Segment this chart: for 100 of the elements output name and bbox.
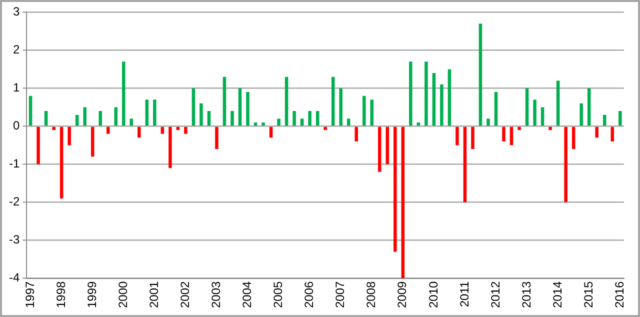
- y-tick-label: 1: [12, 80, 20, 95]
- bar: [610, 126, 614, 142]
- x-tick-label: 2004: [240, 280, 254, 308]
- bar: [75, 114, 79, 126]
- bar: [277, 118, 280, 126]
- bar: [471, 126, 474, 150]
- bar: [556, 80, 560, 126]
- bar: [316, 111, 320, 126]
- bar: [207, 111, 211, 126]
- bar: [331, 76, 335, 126]
- y-tick-label: 0: [12, 118, 20, 133]
- bar: [238, 88, 242, 126]
- bar: [386, 126, 390, 164]
- bar: [28, 96, 32, 126]
- bar: [533, 100, 536, 126]
- bar: [378, 126, 382, 172]
- bar: [262, 122, 265, 126]
- bar: [370, 100, 374, 126]
- bar: [525, 88, 529, 126]
- bar: [618, 111, 622, 126]
- bar: [494, 92, 498, 126]
- bar: [122, 62, 126, 126]
- bar: [98, 111, 102, 126]
- bar: [602, 114, 606, 126]
- bar: [246, 92, 250, 126]
- bar: [432, 73, 436, 126]
- bar: [440, 84, 444, 126]
- bar: [409, 62, 412, 126]
- x-tick-label: 2007: [333, 280, 348, 308]
- bar: [153, 100, 156, 126]
- bar: [587, 88, 591, 126]
- bar: [168, 126, 172, 168]
- bar: [36, 126, 40, 164]
- bar: [130, 118, 134, 126]
- bar: [502, 126, 506, 142]
- bar: [346, 118, 350, 126]
- bar: [269, 126, 273, 138]
- bar: [401, 126, 405, 278]
- bar: [548, 126, 552, 130]
- y-tick-label: -4: [9, 270, 20, 285]
- bar: [486, 118, 490, 126]
- bar: [308, 111, 312, 126]
- x-tick-label: 1999: [84, 280, 99, 308]
- y-tick-label: -1: [9, 156, 20, 171]
- x-tick-label: 1998: [54, 280, 68, 308]
- x-tick-label: 2002: [178, 280, 192, 308]
- x-tick-label: 2013: [519, 280, 534, 308]
- bar: [572, 126, 576, 150]
- x-tick-label: 2008: [364, 280, 378, 308]
- y-tick-label: 3: [12, 4, 20, 19]
- bar: [184, 126, 188, 134]
- bar: [518, 126, 521, 130]
- y-tick-label: 2: [12, 42, 20, 57]
- x-tick-label: 2012: [488, 280, 502, 308]
- bar: [90, 126, 94, 157]
- bar: [448, 69, 452, 126]
- bar: [222, 76, 226, 126]
- bar: [68, 126, 71, 146]
- bar: [540, 107, 544, 126]
- bar: [463, 126, 467, 202]
- bar: [60, 126, 64, 198]
- bar: [324, 126, 327, 130]
- bar: [580, 103, 583, 126]
- x-tick-label: 2016: [612, 280, 626, 308]
- bar: [510, 126, 514, 146]
- bar: [145, 100, 149, 126]
- x-tick-label: 2014: [550, 280, 564, 308]
- bar: [424, 62, 428, 126]
- x-tick-label: 2010: [426, 280, 440, 308]
- bar: [160, 126, 164, 134]
- bar: [44, 111, 48, 126]
- x-tick-label: 2009: [395, 280, 410, 308]
- bar: [292, 111, 296, 126]
- bar: [394, 126, 397, 252]
- bar: [52, 126, 56, 130]
- y-tick-label: -2: [9, 194, 20, 209]
- bar: [83, 107, 86, 126]
- bar: [114, 107, 118, 126]
- y-tick-label: -3: [9, 232, 20, 247]
- bar: [456, 126, 459, 146]
- bar: [200, 103, 203, 126]
- x-tick-label: 2015: [581, 280, 596, 308]
- bar: [300, 118, 304, 126]
- bar: [230, 111, 234, 126]
- x-tick-label: 2005: [271, 280, 286, 308]
- x-tick-label: 1997: [22, 280, 37, 308]
- bar: [192, 88, 196, 126]
- x-tick-label: 2003: [209, 280, 224, 308]
- x-tick-label: 2000: [116, 280, 130, 308]
- bar: [478, 24, 482, 126]
- bar: [138, 126, 141, 138]
- x-tick-label: 2011: [457, 280, 472, 308]
- bar: [284, 76, 288, 126]
- x-tick-label: 2006: [302, 280, 316, 308]
- bar: [106, 126, 110, 134]
- bar: [339, 88, 342, 126]
- x-tick-label: 2001: [146, 280, 161, 308]
- bar: [564, 126, 568, 202]
- bar: [354, 126, 358, 142]
- bar: [362, 96, 366, 126]
